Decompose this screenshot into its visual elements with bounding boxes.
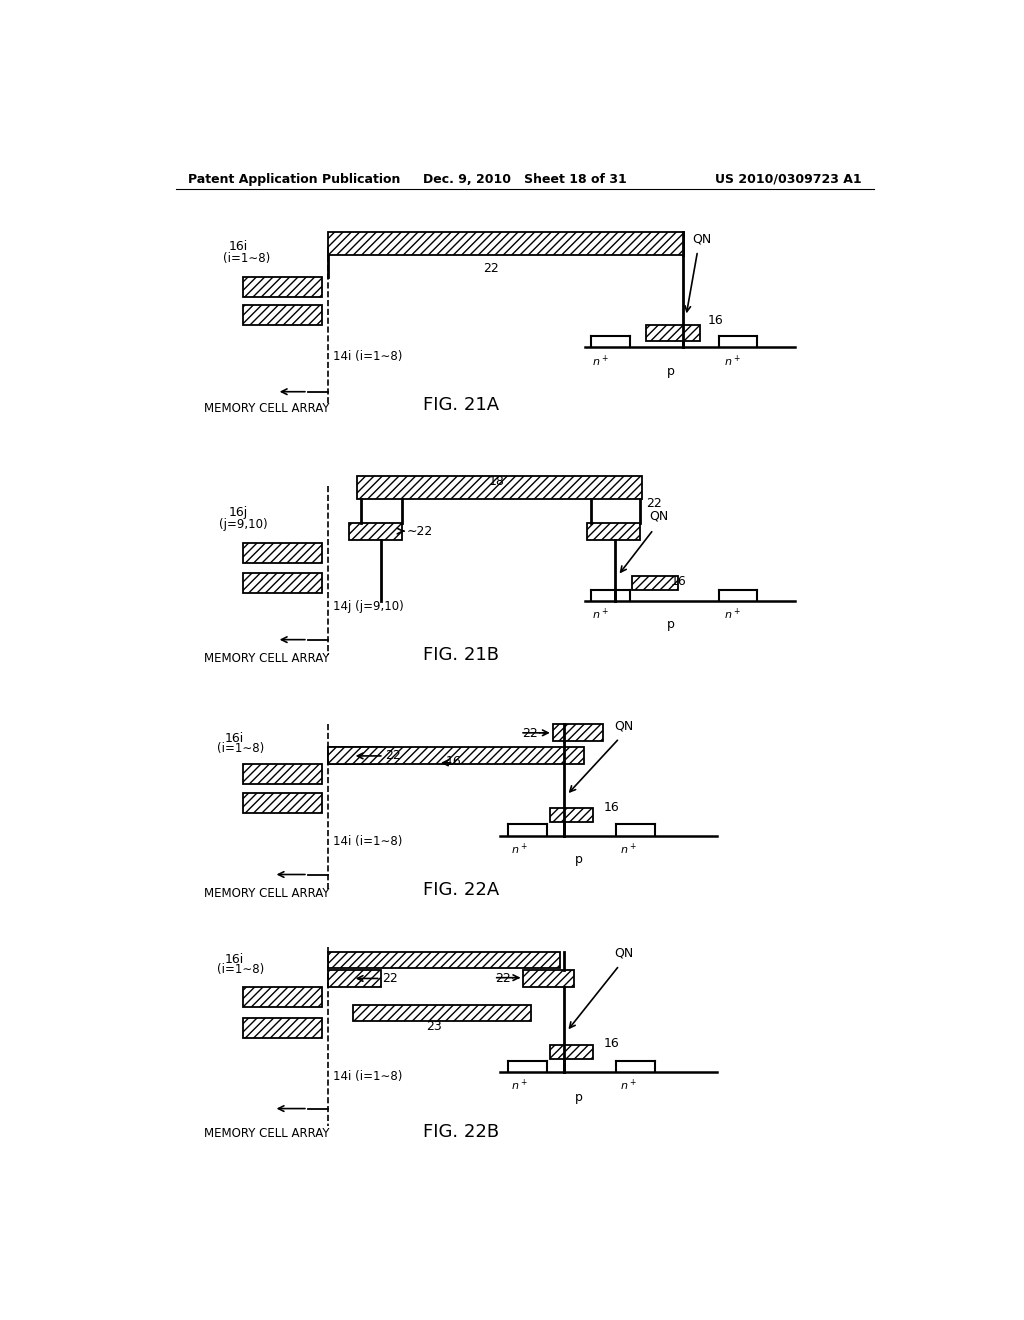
- Text: QN: QN: [614, 946, 634, 960]
- Text: $n^+$: $n^+$: [724, 354, 740, 368]
- Bar: [646, 326, 700, 341]
- Text: 16: 16: [708, 314, 723, 326]
- Text: (i=1∼8): (i=1∼8): [222, 252, 269, 265]
- Bar: [587, 523, 640, 540]
- Text: QN: QN: [692, 232, 712, 246]
- Bar: [632, 576, 678, 590]
- Text: QN: QN: [649, 510, 668, 523]
- Bar: [349, 523, 401, 540]
- Text: 22: 22: [382, 972, 398, 985]
- Text: 22∼: 22∼: [496, 972, 521, 985]
- Text: $n^+$: $n^+$: [511, 841, 527, 857]
- Bar: [243, 793, 322, 813]
- Text: 16: 16: [604, 1038, 620, 1051]
- Text: p: p: [575, 1092, 583, 1105]
- Text: 14i (i=1∼8): 14i (i=1∼8): [334, 1069, 402, 1082]
- Text: Dec. 9, 2010   Sheet 18 of 31: Dec. 9, 2010 Sheet 18 of 31: [423, 173, 627, 186]
- Bar: [328, 231, 684, 255]
- Text: p: p: [667, 618, 675, 631]
- Text: QN: QN: [614, 719, 634, 733]
- Text: US 2010/0309723 A1: US 2010/0309723 A1: [715, 173, 861, 186]
- Bar: [553, 725, 603, 742]
- Text: Patent Application Publication: Patent Application Publication: [188, 173, 400, 186]
- Text: MEMORY CELL ARRAY: MEMORY CELL ARRAY: [204, 1127, 330, 1140]
- Text: p: p: [575, 853, 583, 866]
- Text: 16i: 16i: [225, 731, 244, 744]
- Text: $n^+$: $n^+$: [511, 1078, 527, 1093]
- Text: MEMORY CELL ARRAY: MEMORY CELL ARRAY: [204, 887, 330, 900]
- Bar: [243, 573, 322, 594]
- Text: FIG. 21B: FIG. 21B: [423, 645, 500, 664]
- Text: $n^+$: $n^+$: [593, 607, 609, 622]
- Bar: [328, 747, 381, 764]
- Text: 14i (i=1∼8): 14i (i=1∼8): [334, 350, 402, 363]
- Text: 16i: 16i: [228, 240, 248, 253]
- Bar: [243, 1018, 322, 1038]
- Text: (i=1∼8): (i=1∼8): [217, 742, 264, 755]
- Text: 22: 22: [646, 496, 662, 510]
- Text: $n^+$: $n^+$: [724, 607, 740, 622]
- Text: MEMORY CELL ARRAY: MEMORY CELL ARRAY: [204, 652, 330, 665]
- Text: $n^+$: $n^+$: [593, 354, 609, 368]
- Text: 14j (j=9,10): 14j (j=9,10): [334, 601, 404, 612]
- Bar: [352, 1006, 531, 1020]
- Text: p: p: [667, 366, 675, 379]
- Text: FIG. 22B: FIG. 22B: [423, 1123, 500, 1140]
- Text: 22: 22: [385, 750, 401, 763]
- Text: 18: 18: [488, 475, 504, 488]
- Text: 23: 23: [426, 1019, 442, 1032]
- Bar: [523, 970, 573, 987]
- Bar: [550, 1044, 593, 1059]
- Text: FIG. 21A: FIG. 21A: [423, 396, 500, 413]
- Text: 16: 16: [445, 755, 462, 768]
- Text: 16: 16: [671, 576, 686, 589]
- Bar: [328, 747, 584, 764]
- Text: 14i (i=1∼8): 14i (i=1∼8): [334, 834, 402, 847]
- Bar: [243, 987, 322, 1007]
- Bar: [328, 970, 381, 987]
- Text: FIG. 22A: FIG. 22A: [423, 880, 500, 899]
- Text: 22∼: 22∼: [521, 727, 548, 741]
- Bar: [550, 808, 593, 822]
- Text: $n^+$: $n^+$: [620, 841, 636, 857]
- Text: 16i: 16i: [225, 953, 244, 966]
- Text: $n^+$: $n^+$: [620, 1078, 636, 1093]
- Bar: [356, 475, 642, 499]
- Text: 16j: 16j: [228, 506, 248, 519]
- Text: 22: 22: [483, 261, 499, 275]
- Bar: [243, 305, 322, 326]
- Text: ∼22: ∼22: [407, 524, 433, 537]
- Text: (i=1∼8): (i=1∼8): [217, 964, 264, 977]
- Text: MEMORY CELL ARRAY: MEMORY CELL ARRAY: [204, 403, 330, 416]
- Bar: [243, 277, 322, 297]
- Bar: [328, 952, 560, 969]
- Bar: [243, 543, 322, 562]
- Bar: [243, 764, 322, 784]
- Text: 16: 16: [604, 801, 620, 814]
- Text: (j=9,10): (j=9,10): [219, 517, 268, 531]
